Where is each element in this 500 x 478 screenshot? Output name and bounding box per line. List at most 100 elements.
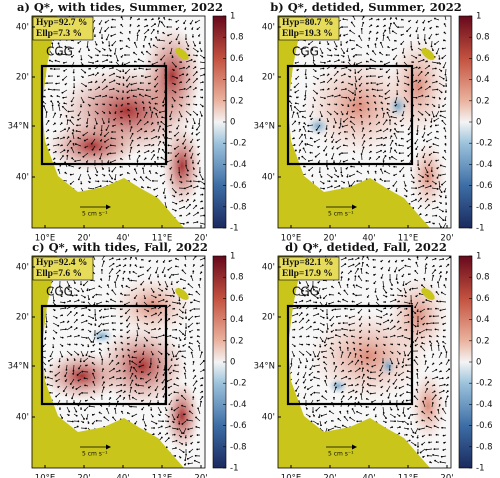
vector-head [112,66,114,69]
vector-head [352,389,355,392]
y-tick-label: 34°N [8,362,29,372]
vector-head [439,62,441,65]
vector-head [376,114,379,117]
island [175,48,189,60]
vector-head [324,405,326,408]
colorbar-tick-label: -0.6 [230,181,247,191]
vector-head [434,17,436,20]
vector-head [111,44,114,47]
vector-head [426,198,429,201]
vector-head [342,361,344,364]
vector [94,117,98,124]
vector-head [350,21,353,24]
vector-head [196,322,198,325]
vector-head [338,153,341,156]
vector-head [303,294,306,297]
vector-head [133,41,136,44]
vector-head [422,176,424,179]
vector-head [75,388,78,390]
vector-head [138,365,141,368]
vector-head [376,37,378,40]
colorbar-tick-label: -1 [230,464,238,474]
vector-head [61,105,64,108]
vector-head [151,111,154,114]
vector [178,110,182,117]
vector-head [119,377,122,379]
vector-head [321,351,323,353]
vector-head [109,390,112,393]
vector-head [47,119,50,122]
vector [83,131,89,136]
vector-head [144,76,147,79]
vector-head [102,323,105,326]
vector-head [176,127,178,130]
vector-head [317,384,319,387]
vector-head [99,133,102,136]
vector-head [186,120,189,123]
vector [340,67,347,70]
vector-head [374,170,377,173]
vector-head [307,160,310,162]
vector-head [103,329,106,332]
vector-head [432,143,435,145]
vector-head [322,288,325,291]
vector-head [192,161,194,164]
vector-head [161,148,164,151]
vector-head [302,353,305,356]
vector-head [342,61,345,64]
vector-head [372,94,375,97]
vector-head [333,362,336,364]
vector-head [321,55,324,58]
vector-head [121,143,123,145]
vector-head [391,30,394,33]
vector-head [69,300,71,302]
vector-head [351,384,354,386]
vector [194,299,201,303]
vector-head [187,325,190,328]
vector-head [144,297,147,300]
vector-head [302,317,305,320]
vector-head [341,125,344,128]
vector-head [187,198,189,201]
vector-head [115,105,118,107]
vector-head [391,139,394,142]
vector-head [304,386,306,389]
vector-head [392,58,395,61]
vector [352,408,356,415]
vector-head [201,105,204,108]
vector [354,368,360,373]
vector-head [134,264,137,267]
vector [110,159,117,163]
vector-head [153,154,156,156]
vector-head [176,313,179,316]
vector-head [348,323,351,326]
vector [347,390,354,394]
vector [192,47,198,52]
vector [157,406,162,413]
island [126,200,144,212]
vector [99,152,103,159]
vector-head [404,184,407,187]
vector [184,373,187,380]
vector-head [85,161,88,163]
vector [199,352,203,359]
vector-head [187,221,189,224]
vector-head [357,401,360,404]
vector-head [362,367,364,370]
vector-head [161,289,164,292]
vector-head [341,424,344,427]
vector-head [323,361,326,364]
vector-head [152,143,155,146]
vector-head [63,149,66,152]
vector-head [183,389,186,392]
vector-head [119,264,121,267]
vector-head [137,88,140,90]
vector-head [334,425,337,428]
vector-head [122,84,125,86]
vector-head [103,103,105,106]
vector-head [316,355,319,358]
vector-head [426,140,428,143]
vector-head [427,71,430,74]
vector-head [362,146,365,149]
vector [80,307,87,310]
